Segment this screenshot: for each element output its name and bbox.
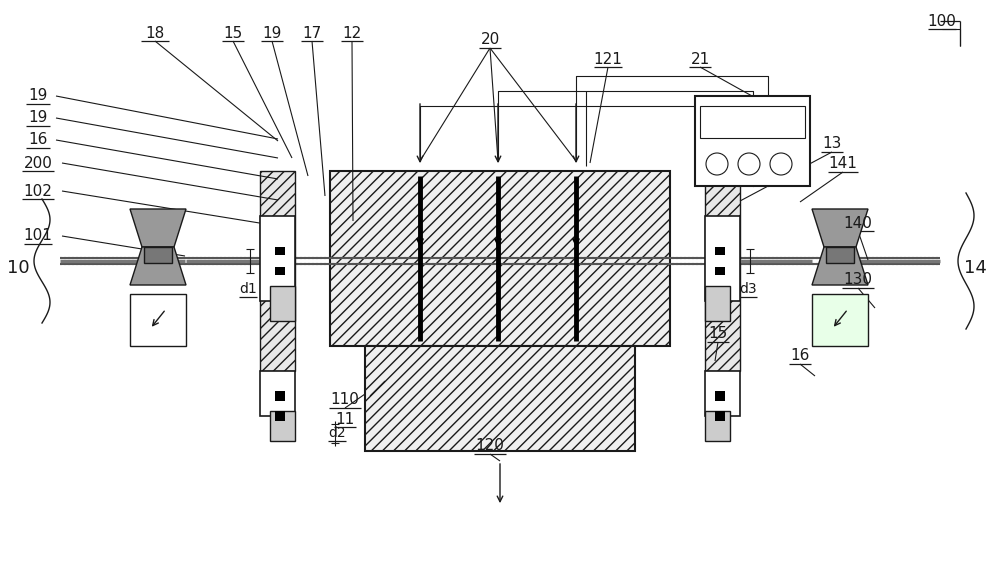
Text: 20: 20 [480, 32, 500, 47]
Bar [130, 294, 186, 346]
Text: d3: d3 [739, 282, 757, 296]
Bar [705, 286, 730, 321]
Text: 18: 18 [145, 25, 165, 40]
Circle shape [770, 153, 792, 175]
Text: 140: 140 [844, 215, 872, 230]
Text: 100: 100 [928, 13, 956, 28]
Circle shape [706, 153, 728, 175]
Text: 102: 102 [24, 184, 52, 199]
Bar [705, 216, 740, 301]
Bar [705, 411, 730, 441]
Bar [144, 247, 172, 263]
Polygon shape [275, 411, 285, 421]
Polygon shape [275, 391, 285, 401]
Bar [705, 171, 740, 371]
Polygon shape [715, 411, 725, 421]
Text: 10: 10 [7, 259, 29, 277]
Bar [270, 286, 295, 321]
Text: 19: 19 [28, 111, 48, 126]
Text: 16: 16 [28, 132, 48, 147]
Text: 16: 16 [790, 348, 810, 363]
Text: d2: d2 [328, 426, 346, 440]
Text: 120: 120 [476, 438, 504, 453]
Bar [330, 171, 670, 346]
Text: 17: 17 [302, 25, 322, 40]
Text: 21: 21 [690, 51, 710, 66]
Polygon shape [812, 209, 868, 247]
Circle shape [738, 153, 760, 175]
Polygon shape [715, 247, 725, 255]
Text: 11: 11 [335, 411, 355, 426]
Text: 12: 12 [342, 25, 362, 40]
Polygon shape [275, 247, 285, 255]
Text: 15: 15 [223, 25, 243, 40]
Text: 13: 13 [822, 137, 842, 151]
Text: 200: 200 [24, 156, 52, 170]
Bar [705, 371, 740, 416]
Bar [260, 216, 295, 301]
Text: 15: 15 [708, 327, 728, 342]
Polygon shape [715, 267, 725, 275]
Bar [260, 171, 295, 371]
Bar [812, 294, 868, 346]
Bar [700, 106, 805, 138]
Polygon shape [130, 247, 186, 285]
Text: d1: d1 [239, 282, 257, 296]
Bar [695, 96, 810, 186]
Text: 19: 19 [28, 89, 48, 104]
Polygon shape [275, 267, 285, 275]
Polygon shape [812, 247, 868, 285]
Text: 130: 130 [844, 272, 872, 287]
Bar [260, 371, 295, 416]
Text: 101: 101 [24, 229, 52, 244]
Text: 19: 19 [262, 25, 282, 40]
Bar [365, 346, 635, 451]
Polygon shape [130, 209, 186, 247]
Bar [270, 411, 295, 441]
Bar [826, 247, 854, 263]
Text: 121: 121 [594, 51, 622, 66]
Text: 14: 14 [964, 259, 986, 277]
Text: 110: 110 [331, 392, 359, 407]
Polygon shape [715, 391, 725, 401]
Text: 141: 141 [829, 157, 857, 172]
